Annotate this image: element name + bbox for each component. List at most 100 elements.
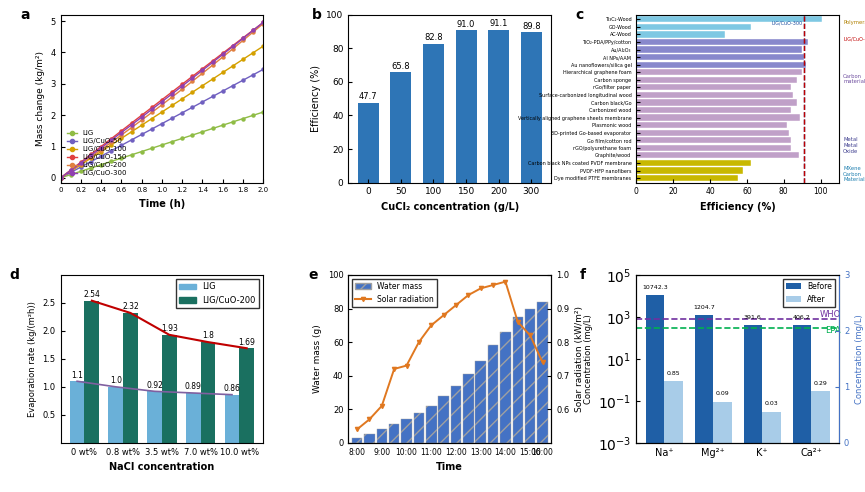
Bar — [695, 315, 713, 492]
Bar — [162, 335, 176, 443]
Bar — [744, 325, 762, 492]
Legend: LIG, LIG/CuO-50, LIG/CuO-100, LIG/CuO-150, LIG/CuO-200, LIG/CuO-300: LIG, LIG/CuO-50, LIG/CuO-100, LIG/CuO-15… — [64, 127, 130, 179]
LIG/CuO-200 — [187, 78, 197, 84]
Bar — [811, 391, 830, 492]
LIG/CuO-200 — [137, 117, 147, 123]
LIG/CuO-50 — [187, 104, 197, 110]
LIG/CuO-50 — [86, 159, 96, 165]
Bar — [240, 348, 254, 443]
LIG/CuO-200 — [116, 132, 126, 138]
Line: LIG/CuO-100: LIG/CuO-100 — [59, 45, 265, 180]
LIG — [218, 122, 228, 128]
LIG/CuO-50 — [258, 66, 268, 72]
Text: 89.8: 89.8 — [522, 22, 541, 31]
LIG/CuO-50 — [96, 153, 106, 159]
Bar — [451, 386, 461, 443]
LIG/CuO-150 — [96, 144, 106, 150]
LIG/CuO-100 — [208, 76, 218, 82]
LIG — [96, 162, 106, 168]
LIG/CuO-50 — [157, 121, 167, 126]
Text: 0.92: 0.92 — [146, 381, 163, 390]
LIG/CuO-300 — [137, 114, 147, 120]
Bar — [488, 345, 498, 443]
Text: 1204.7: 1204.7 — [693, 305, 714, 310]
LIG/CuO-300 — [258, 19, 268, 25]
LIG/CuO-300 — [66, 167, 76, 173]
Bar — [389, 424, 400, 443]
LIG/CuO-200 — [208, 62, 218, 68]
LIG — [197, 129, 208, 135]
X-axis label: Efficiency (%): Efficiency (%) — [700, 202, 776, 212]
Bar — [500, 332, 510, 443]
Text: 0.29: 0.29 — [814, 381, 828, 386]
Bar — [637, 54, 804, 60]
LIG/CuO-300 — [197, 67, 208, 73]
LIG/CuO-100 — [238, 57, 248, 62]
Text: Metal
Metal
Oxide: Metal Metal Oxide — [843, 137, 858, 154]
LIG/CuO-200 — [126, 124, 137, 130]
Bar — [488, 30, 509, 183]
Line: LIG/CuO-150: LIG/CuO-150 — [59, 21, 265, 180]
Text: 0.09: 0.09 — [715, 392, 729, 397]
LIG/CuO-150 — [116, 128, 126, 134]
Bar — [521, 32, 542, 183]
Bar — [423, 44, 444, 183]
Text: 1.8: 1.8 — [202, 332, 214, 340]
Text: WHO: WHO — [819, 309, 841, 318]
Legend: LIG, LIG/CuO-200: LIG, LIG/CuO-200 — [176, 279, 260, 308]
LIG/CuO-50 — [218, 88, 228, 94]
LIG/CuO-150 — [227, 43, 238, 49]
LIG — [86, 165, 96, 171]
Bar — [352, 438, 362, 443]
X-axis label: CuCl₂ concentration (g/L): CuCl₂ concentration (g/L) — [381, 202, 519, 212]
LIG/CuO-300 — [75, 160, 86, 166]
LIG/CuO-300 — [248, 28, 259, 33]
Line: LIG: LIG — [59, 111, 265, 180]
LIG/CuO-150 — [208, 58, 218, 64]
LIG/CuO-200 — [75, 161, 86, 167]
LIG/CuO-50 — [55, 175, 66, 181]
Bar — [525, 308, 535, 443]
Text: 1.1: 1.1 — [71, 370, 83, 379]
LIG/CuO-300 — [227, 43, 238, 49]
Bar — [537, 302, 548, 443]
Bar — [664, 381, 682, 492]
LIG/CuO-300 — [157, 99, 167, 105]
LIG/CuO-300 — [116, 129, 126, 135]
Y-axis label: Evaporation rate (kg/(m²h)): Evaporation rate (kg/(m²h)) — [28, 301, 37, 417]
Bar — [439, 396, 449, 443]
Text: f: f — [580, 268, 586, 282]
LIG/CuO-50 — [208, 93, 218, 99]
Bar — [637, 69, 802, 75]
LIG/CuO-150 — [187, 73, 197, 79]
X-axis label: Time: Time — [436, 462, 464, 472]
Bar — [713, 402, 732, 492]
Bar — [637, 62, 806, 68]
Bar — [225, 395, 240, 443]
Legend: Before, After: Before, After — [783, 279, 836, 307]
Bar — [476, 361, 486, 443]
LIG/CuO-50 — [238, 77, 248, 83]
Bar — [123, 313, 138, 443]
Bar — [637, 77, 797, 83]
Bar — [637, 129, 789, 136]
Bar — [637, 107, 791, 113]
LIG/CuO-100 — [227, 63, 238, 69]
Y-axis label: Concentration (mg/L): Concentration (mg/L) — [855, 314, 864, 404]
LIG — [106, 158, 117, 164]
Y-axis label: Solar radiation (kW/m²): Solar radiation (kW/m²) — [575, 306, 584, 412]
LIG/CuO-200 — [66, 168, 76, 174]
LIG — [167, 139, 177, 145]
LIG/CuO-200 — [86, 154, 96, 160]
Text: a: a — [20, 8, 29, 22]
LIG/CuO-100 — [146, 116, 157, 122]
Text: 2.32: 2.32 — [122, 302, 139, 311]
LIG/CuO-200 — [238, 37, 248, 43]
Bar — [637, 145, 791, 151]
LIG/CuO-50 — [146, 126, 157, 132]
LIG — [66, 172, 76, 178]
LIG/CuO-200 — [157, 102, 167, 108]
Bar — [186, 393, 201, 443]
Text: LIG/CuO-200: LIG/CuO-200 — [843, 36, 865, 42]
Bar — [645, 295, 664, 492]
